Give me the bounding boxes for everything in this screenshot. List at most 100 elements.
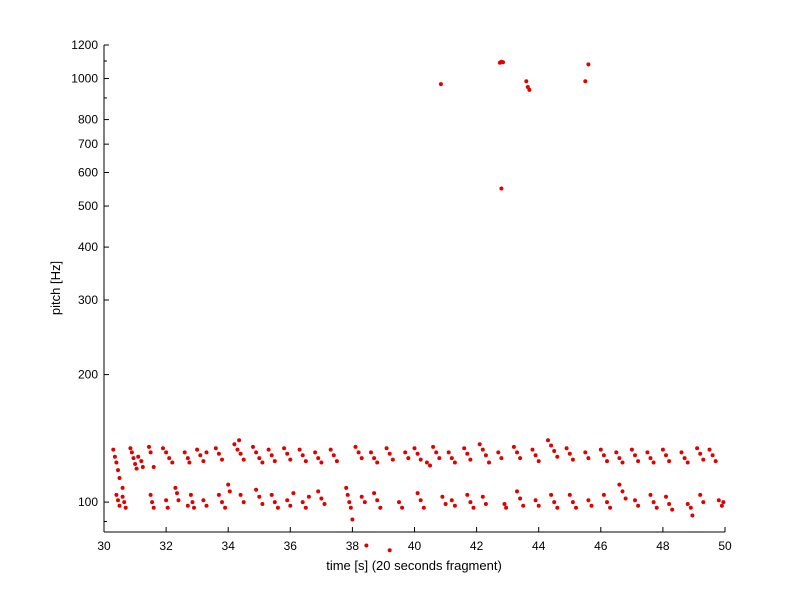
data-point [241,500,246,505]
data-point [552,449,557,453]
data-point [449,456,454,461]
data-point [415,491,420,496]
data-point [721,500,726,505]
data-point [614,450,619,455]
data-point [114,492,119,497]
data-point [167,456,172,461]
y-axis-ticks: 100 200 300 400 500 600 700 800 1000 1200 [71,38,109,522]
data-point [431,444,436,449]
data-point [390,457,395,462]
data-point [685,460,690,465]
data-point [288,457,293,462]
data-point [502,502,507,506]
data-point [269,453,274,458]
data-point [387,548,392,553]
data-point [695,446,700,451]
data-point [254,450,259,455]
data-point [356,450,361,455]
data-point [515,450,519,455]
x-tick-label: 32 [159,539,173,553]
data-point [438,82,443,87]
data-point [586,456,591,461]
data-point [362,500,367,505]
y-tick-label: 800 [78,113,98,127]
data-point [462,446,467,451]
data-point [151,505,156,510]
data-point [251,444,255,449]
data-point [220,457,224,462]
y-tick-label: 300 [78,293,98,307]
data-point [521,503,526,508]
data-point [501,60,505,65]
data-point [698,492,703,497]
data-point [574,505,578,510]
data-point [552,500,557,505]
data-point [350,517,355,522]
data-point [328,447,333,452]
data-point [291,491,296,496]
data-point [369,450,373,455]
data-point [120,485,125,490]
data-point [300,500,305,505]
data-point [499,186,504,191]
data-point [446,450,451,455]
data-point [645,450,650,455]
data-point [306,494,311,499]
data-point [128,446,133,451]
data-point [434,450,439,455]
data-point [129,450,134,455]
data-point [546,438,550,443]
data-point [483,502,488,506]
y-tick-label: 1200 [71,38,98,52]
data-point [190,500,195,505]
data-point [150,500,155,505]
data-point [698,451,703,456]
x-tick-label: 42 [470,539,484,553]
data-point [347,500,352,505]
x-tick-label: 40 [408,539,422,553]
data-point [418,457,423,462]
data-point [608,505,613,510]
data-point [288,503,293,508]
data-point [139,459,144,464]
data-point [449,498,454,503]
data-point [359,456,364,461]
data-point [227,489,232,494]
data-point [487,460,491,465]
x-tick-label: 30 [97,539,111,553]
data-point [617,456,622,461]
data-point [275,505,280,510]
y-tick-label: 200 [78,368,98,382]
data-point [719,503,724,508]
data-point [533,453,538,458]
data-point [536,503,541,508]
data-point [176,498,181,503]
data-point [688,505,693,510]
data-point [272,459,277,464]
data-point [605,500,609,505]
data-point [387,451,392,456]
data-point [710,453,715,458]
data-point [452,503,457,508]
data-point [570,457,575,462]
data-point [316,456,321,461]
y-tick-label: 500 [78,199,98,213]
data-point [415,451,420,456]
data-point [187,460,192,465]
x-tick-label: 48 [656,539,670,553]
data-point [353,444,358,449]
x-tick-label: 38 [346,539,360,553]
data-point [499,456,504,461]
data-point [682,456,687,461]
data-point [116,468,120,473]
data-point [345,492,350,497]
data-point [701,500,706,505]
data-point [348,505,353,510]
x-tick-label: 46 [594,539,608,553]
data-point [421,505,426,510]
data-point [564,446,569,451]
data-point [204,503,209,508]
data-point [648,456,653,461]
